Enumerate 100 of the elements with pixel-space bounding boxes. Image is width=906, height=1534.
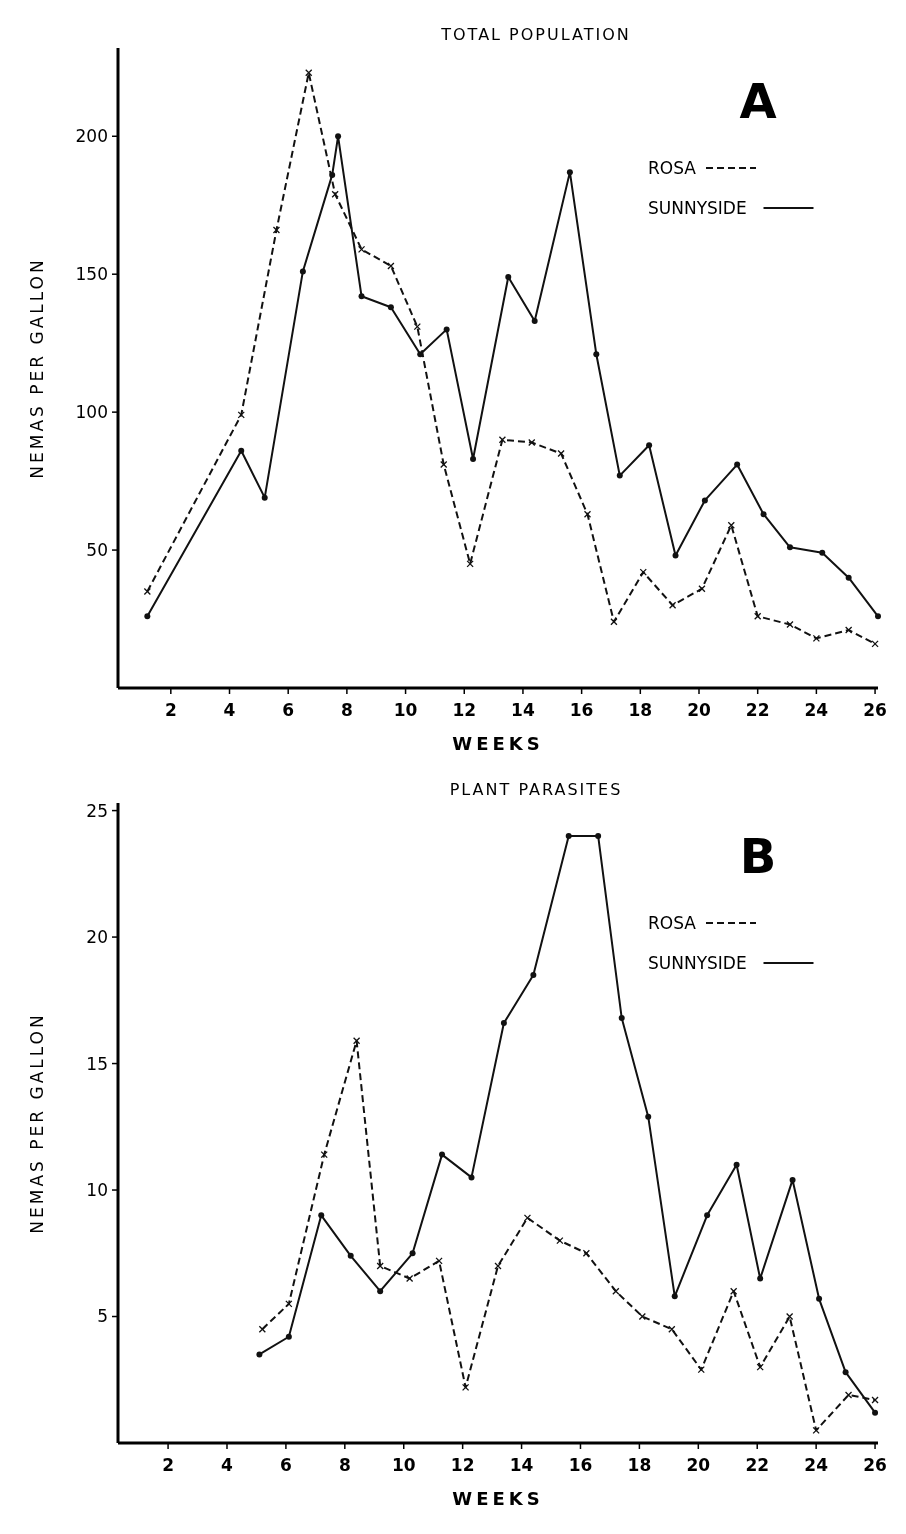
legend-label: ROSA bbox=[648, 912, 697, 933]
point bbox=[730, 1287, 738, 1295]
point bbox=[143, 587, 151, 596]
point bbox=[842, 1369, 849, 1376]
annotation: A bbox=[739, 73, 777, 129]
y-tick-label: 50 bbox=[86, 540, 108, 561]
x-tick-label: 4 bbox=[223, 700, 236, 720]
point bbox=[786, 620, 794, 629]
point bbox=[468, 1174, 475, 1181]
legend-label: SUNNYSIDE bbox=[648, 952, 747, 973]
point bbox=[760, 511, 767, 518]
y-tick-label: 15 bbox=[86, 1053, 108, 1074]
point bbox=[261, 494, 268, 501]
x-tick-label: 10 bbox=[393, 700, 418, 720]
point bbox=[698, 585, 706, 593]
x-tick-label: 24 bbox=[804, 1455, 829, 1475]
point bbox=[618, 1015, 625, 1022]
point bbox=[335, 133, 342, 140]
y-tick-label: 200 bbox=[75, 126, 108, 147]
point bbox=[500, 1020, 507, 1027]
point bbox=[645, 1113, 652, 1120]
point bbox=[789, 1176, 796, 1183]
x-tick-label: 6 bbox=[282, 700, 295, 720]
x-tick-label: 18 bbox=[628, 700, 653, 720]
y-tick-label: 150 bbox=[75, 264, 108, 285]
point bbox=[347, 1252, 354, 1259]
y-axis-title: NEMAS PER GALLON bbox=[27, 257, 47, 479]
point bbox=[697, 1365, 705, 1374]
point bbox=[646, 442, 653, 449]
point bbox=[439, 1151, 446, 1158]
x-tick-label: 10 bbox=[391, 1455, 416, 1475]
point bbox=[409, 1250, 416, 1257]
point bbox=[144, 613, 151, 620]
x-tick-label: 2 bbox=[164, 700, 177, 720]
point bbox=[470, 456, 477, 463]
point bbox=[285, 1333, 292, 1340]
point bbox=[494, 1262, 502, 1270]
point bbox=[845, 626, 853, 634]
chart-title: PLANT PARASITES bbox=[449, 780, 623, 799]
legend-label: ROSA bbox=[648, 157, 697, 178]
point bbox=[872, 1409, 879, 1416]
x-tick-label: 16 bbox=[569, 700, 594, 720]
x-tick-label: 22 bbox=[745, 1455, 770, 1475]
x-tick-label: 8 bbox=[338, 1455, 351, 1475]
point bbox=[668, 601, 677, 609]
x-tick-label: 14 bbox=[509, 1455, 534, 1475]
point bbox=[377, 1288, 384, 1295]
point bbox=[258, 1325, 266, 1333]
point bbox=[757, 1275, 764, 1282]
point bbox=[875, 613, 881, 620]
y-axis-title: NEMAS PER GALLON bbox=[27, 1012, 47, 1234]
x-tick-label: 12 bbox=[452, 700, 477, 720]
x-axis-title: WEEKS bbox=[452, 1488, 544, 1509]
y-tick-label: 25 bbox=[86, 800, 108, 821]
x-tick-label: 12 bbox=[450, 1455, 475, 1475]
y-tick-label: 5 bbox=[97, 1306, 108, 1327]
point bbox=[272, 226, 281, 234]
x-tick-label: 2 bbox=[162, 1455, 174, 1475]
x-tick-label: 24 bbox=[804, 700, 829, 720]
y-tick-label: 20 bbox=[86, 927, 108, 948]
point bbox=[352, 1037, 361, 1045]
point bbox=[320, 1150, 328, 1159]
point bbox=[528, 438, 536, 447]
point bbox=[816, 1295, 823, 1302]
x-tick-label: 16 bbox=[568, 1455, 593, 1475]
point bbox=[417, 351, 424, 358]
y-tick-label: 10 bbox=[86, 1179, 108, 1200]
point bbox=[671, 1293, 678, 1300]
point bbox=[299, 268, 306, 275]
point bbox=[238, 447, 245, 454]
x-tick-label: 14 bbox=[511, 700, 535, 720]
point bbox=[443, 326, 450, 333]
x-tick-label: 26 bbox=[863, 700, 887, 720]
point bbox=[701, 497, 708, 504]
point bbox=[530, 972, 537, 979]
point bbox=[734, 461, 741, 468]
point bbox=[376, 1262, 384, 1270]
point bbox=[672, 552, 679, 559]
point bbox=[440, 460, 448, 469]
annotation: B bbox=[739, 828, 777, 884]
point bbox=[638, 1312, 646, 1321]
point bbox=[305, 69, 313, 77]
point bbox=[498, 436, 507, 444]
point bbox=[819, 549, 826, 556]
point bbox=[565, 832, 572, 839]
x-axis-title: WEEKS bbox=[452, 733, 544, 754]
point bbox=[531, 318, 538, 325]
legend-label: SUNNYSIDE bbox=[648, 197, 747, 218]
point bbox=[318, 1212, 325, 1219]
x-tick-label: 22 bbox=[745, 700, 770, 720]
point bbox=[256, 1351, 263, 1358]
chart-title: TOTAL POPULATION bbox=[440, 25, 631, 44]
point bbox=[844, 1391, 853, 1399]
x-tick-label: 4 bbox=[221, 1455, 234, 1475]
point bbox=[329, 171, 336, 178]
point bbox=[557, 449, 565, 458]
point bbox=[704, 1212, 711, 1219]
x-tick-label: 18 bbox=[627, 1455, 652, 1475]
point bbox=[595, 832, 602, 839]
point bbox=[566, 169, 573, 176]
